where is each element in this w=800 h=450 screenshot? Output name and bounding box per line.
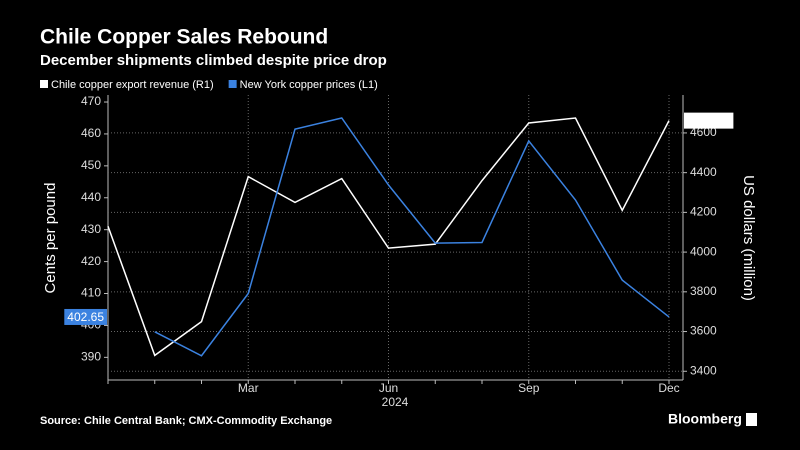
y-tick-label: 470 [81, 94, 101, 108]
legend-label: New York copper prices (L1) [240, 79, 378, 91]
y-axis-label: Cents per pound [42, 183, 59, 294]
value-label-box [64, 308, 107, 325]
x-tick-label: Dec [658, 381, 679, 395]
y-tick-label: 420 [81, 254, 101, 268]
brand: Bloomberg [668, 411, 742, 427]
chart-title: Chile Copper Sales Rebound [40, 26, 328, 49]
chart-subtitle: December shipments climbed despite price… [40, 52, 387, 69]
y-tick-label: 460 [81, 126, 101, 140]
brand-icon [746, 413, 757, 426]
x-tick-label: Sep [518, 381, 540, 395]
y2-tick-label: 3400 [690, 363, 717, 377]
x-tick-label: Jun [379, 381, 398, 395]
y2-tick-label: 3800 [690, 284, 717, 298]
legend-swatch [40, 80, 48, 88]
y2-axis-label: US dollars (million) [740, 175, 757, 301]
y-tick-label: 450 [81, 158, 101, 172]
y2-tick-label: 4400 [690, 165, 717, 179]
y2-tick-label: 3600 [690, 324, 717, 338]
x-axis-label: 2024 [382, 395, 409, 409]
series-line [154, 117, 670, 357]
value-label: 402.65 [67, 310, 104, 324]
y2-tick-label: 4200 [690, 205, 717, 219]
y2-tick-label: 4000 [690, 244, 717, 258]
legend-swatch [228, 80, 237, 88]
source: Source: Chile Central Bank; CMX-Commodit… [40, 415, 332, 427]
y-tick-label: 390 [81, 350, 101, 364]
y-tick-label: 440 [81, 190, 101, 204]
value-label: 4661.99 [687, 114, 731, 128]
legend-label: Chile copper export revenue (R1) [51, 79, 214, 91]
series-line [107, 117, 670, 357]
x-tick-label: Mar [238, 381, 259, 395]
y-tick-label: 430 [81, 222, 101, 236]
y-tick-label: 410 [81, 286, 101, 300]
value-label-box [684, 112, 734, 129]
